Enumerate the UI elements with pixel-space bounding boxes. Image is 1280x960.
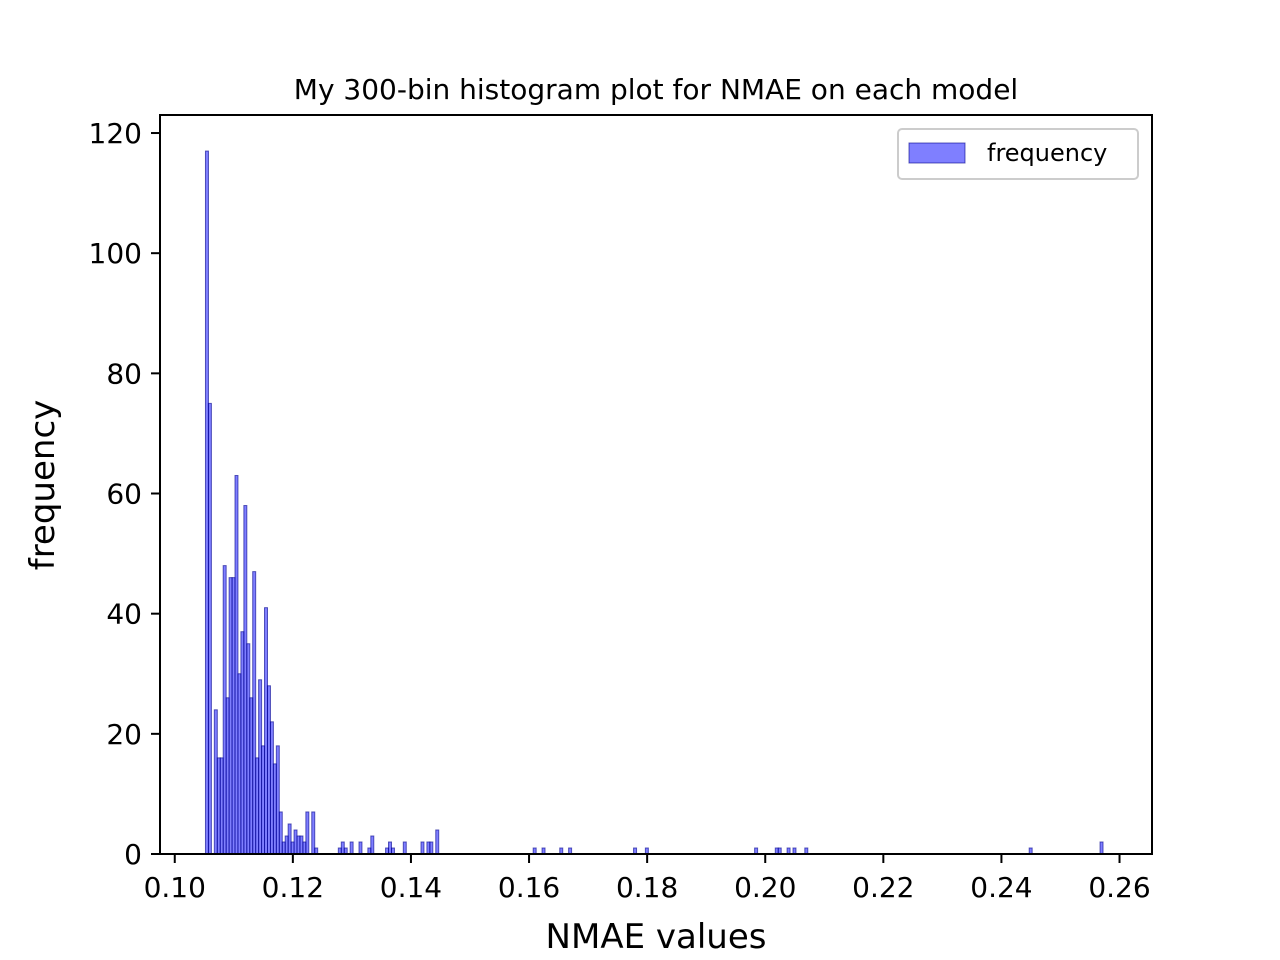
plot-area-frame (159, 114, 1153, 855)
x-tick-label: 0.16 (498, 871, 560, 904)
y-tick-label: 100 (89, 237, 142, 270)
legend-swatch (908, 142, 966, 164)
histogram-bar (420, 841, 425, 855)
histogram-bar (305, 811, 310, 855)
histogram-bar (435, 829, 440, 855)
x-tick-label: 0.10 (144, 871, 206, 904)
histogram-bar (370, 835, 375, 855)
histogram-bar (429, 841, 434, 855)
histogram-bar (402, 841, 407, 855)
histogram-bar (349, 841, 354, 855)
bars-group (204, 150, 1104, 855)
y-tick-label: 20 (106, 718, 142, 751)
chart-title: My 300-bin histogram plot for NMAE on ea… (294, 73, 1018, 106)
x-tick-label: 0.14 (380, 871, 442, 904)
y-axis-ticks: 0 20 40 60 80 100 120 (89, 117, 160, 871)
x-axis-ticks: 0.10 0.12 0.14 0.16 0.18 0.20 0.22 0.24 0.26 (144, 854, 1151, 904)
y-tick-label: 60 (106, 478, 142, 511)
legend: frequency (897, 128, 1139, 180)
x-tick-label: 0.20 (734, 871, 796, 904)
x-tick-label: 0.18 (616, 871, 678, 904)
x-tick-label: 0.22 (852, 871, 914, 904)
y-tick-label: 0 (124, 838, 142, 871)
histogram-bar (1099, 841, 1104, 855)
legend-label: frequency (987, 139, 1107, 167)
y-axis-label: frequency (23, 400, 63, 571)
y-tick-label: 120 (89, 117, 142, 150)
legend-box (897, 128, 1139, 180)
x-tick-label: 0.12 (262, 871, 324, 904)
x-tick-label: 0.24 (970, 871, 1032, 904)
y-tick-label: 80 (106, 357, 142, 390)
y-tick-label: 40 (106, 598, 142, 631)
histogram-bar (358, 841, 363, 855)
x-axis-label: NMAE values (546, 917, 767, 957)
histogram-bar (207, 402, 212, 855)
x-tick-label: 0.26 (1088, 871, 1150, 904)
